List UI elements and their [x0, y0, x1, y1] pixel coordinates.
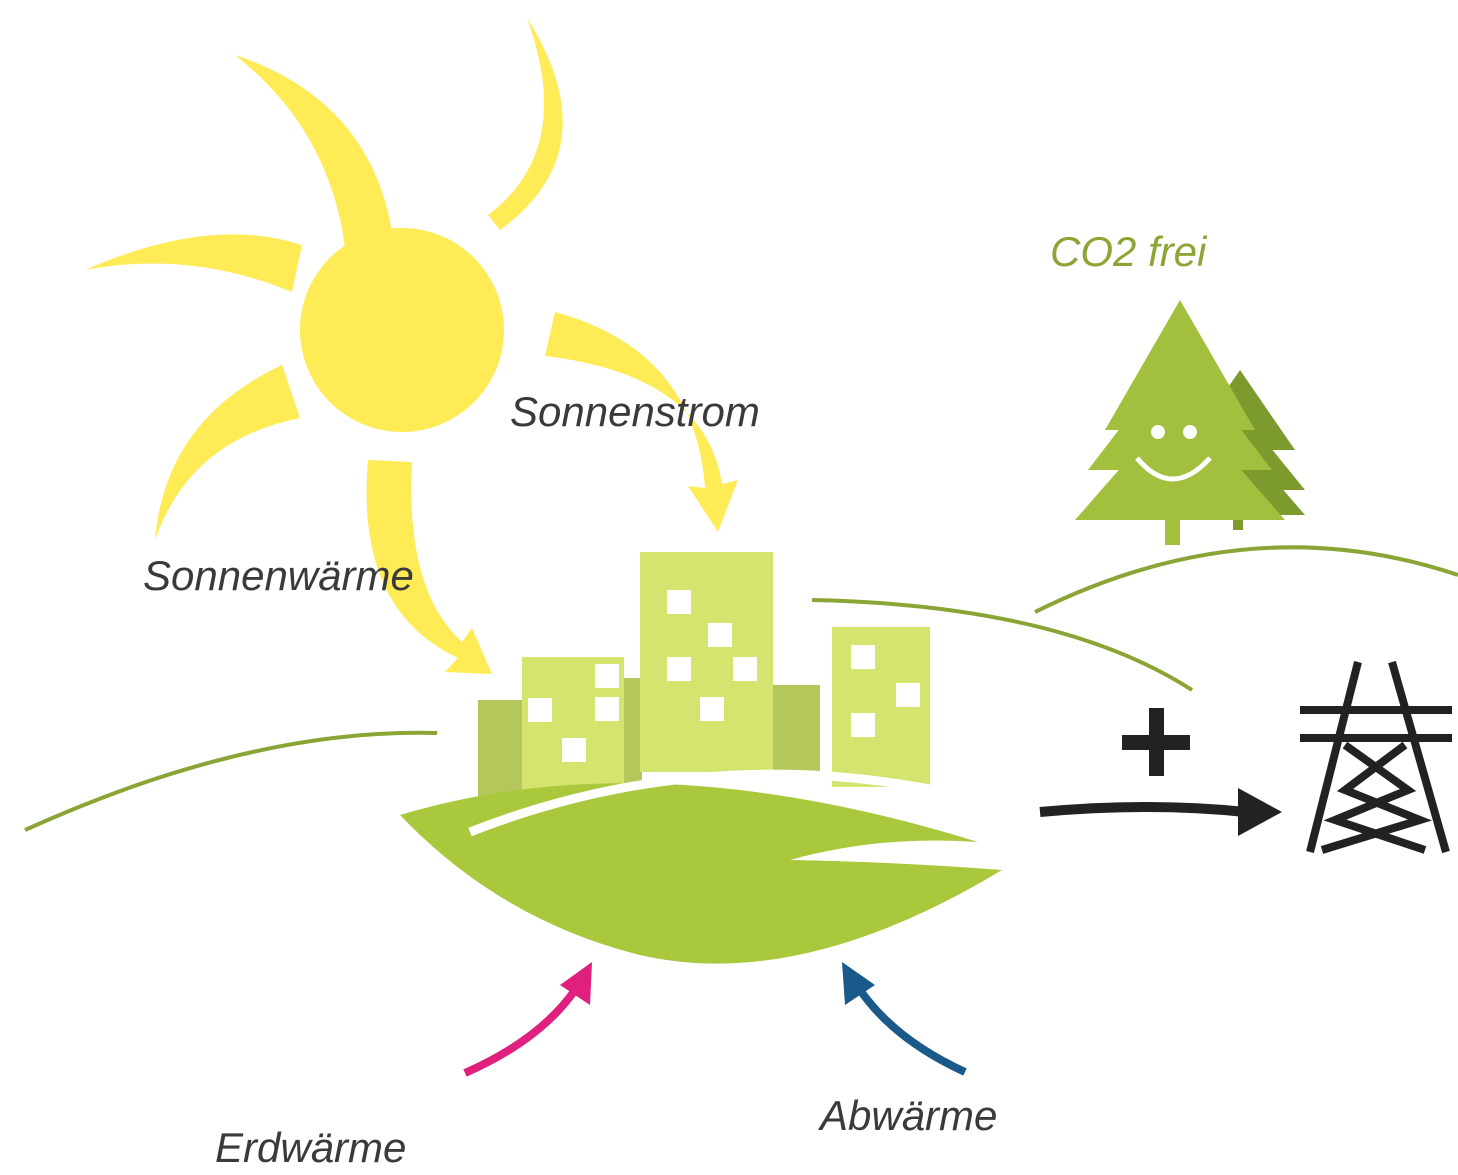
sun-ray [235, 55, 392, 248]
sun-disc [300, 228, 504, 432]
label: Sonnenstrom [510, 388, 760, 435]
label: Sonnenwärme [143, 552, 414, 599]
label: CO2 frei [1050, 228, 1208, 275]
label: Abwärme [817, 1092, 997, 1139]
grid-export [1040, 708, 1282, 836]
hill-line [25, 733, 437, 830]
trees [1075, 300, 1305, 545]
heat-arrows [465, 962, 965, 1073]
building [772, 685, 820, 775]
page: Sonnenstrom Sonnenwärme CO2 frei Erdwärm… [0, 0, 1458, 1175]
sun-ray [155, 365, 300, 540]
hill-line [1035, 547, 1458, 612]
sun-ray [85, 234, 302, 292]
diagram: Sonnenstrom Sonnenwärme CO2 frei Erdwärm… [0, 0, 1458, 1175]
label: Erdwärme [215, 1124, 406, 1171]
power-tower [1300, 662, 1452, 852]
sun-ray [488, 18, 563, 230]
building [622, 678, 642, 788]
leaf [400, 783, 1002, 963]
geothermal-arrow [465, 990, 575, 1073]
waste-heat-arrow [860, 990, 965, 1072]
